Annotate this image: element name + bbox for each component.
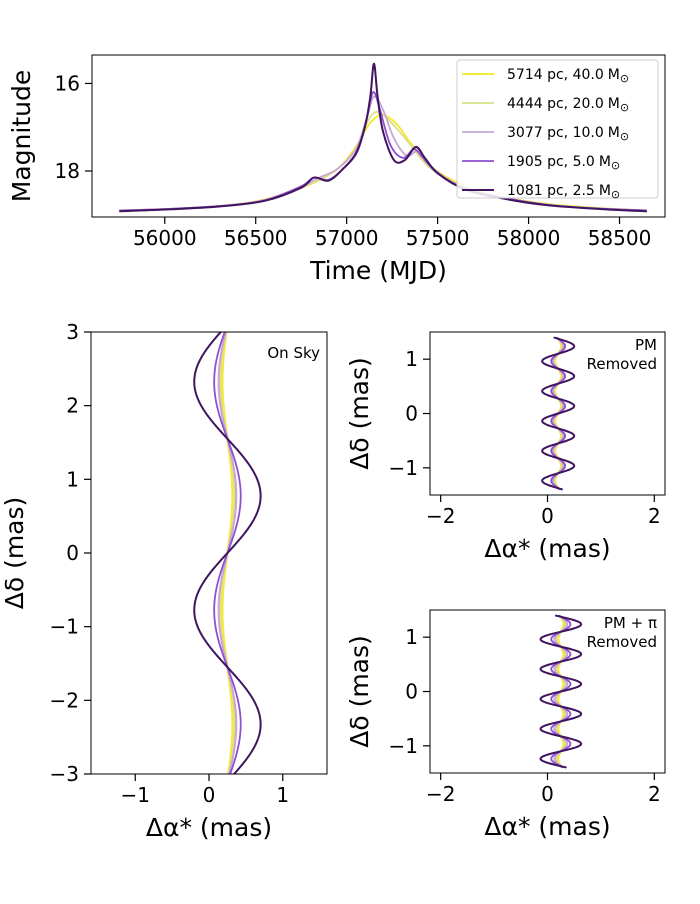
x-tick-label: 0 (203, 783, 216, 807)
y-tick-label: −1 (389, 734, 418, 758)
y-tick-label: 16 (55, 71, 80, 95)
x-tick-label: 56000 (133, 226, 197, 250)
x-axis-label: Δα* (mas) (484, 812, 610, 841)
legend-label: 4444 pc, 20.0 M⊙ (507, 96, 629, 114)
legend: 5714 pc, 40.0 M⊙4444 pc, 20.0 M⊙3077 pc, 1… (456, 59, 659, 201)
y-axis-label: Δδ (mas) (345, 635, 374, 748)
legend-label: 3077 pc, 10.0 M⊙ (507, 125, 629, 143)
astrometry-series-line (539, 614, 583, 769)
legend-label-name: 1905 pc, 5.0 (507, 154, 595, 170)
y-tick-label: 2 (66, 394, 79, 418)
legend-label: 5714 pc, 40.0 M⊙ (507, 67, 629, 85)
panel-title-line: Removed (587, 633, 657, 651)
y-tick-label: 0 (405, 402, 418, 426)
x-tick-label: 2 (648, 504, 661, 528)
y-tick-label: 3 (66, 320, 79, 344)
legend-label-name: 5714 pc, 40.0 (507, 67, 604, 83)
y-tick-label: 1 (66, 467, 79, 491)
x-tick-label: 57000 (315, 226, 379, 250)
panel-title-line: PM + π (604, 614, 657, 632)
x-tick-label: 0 (541, 504, 554, 528)
y-tick-label: 18 (55, 159, 80, 183)
x-tick-label: 57500 (406, 226, 470, 250)
panel-title: On Sky (267, 344, 320, 362)
x-tick-label: 2 (648, 782, 661, 806)
y-tick-label: −1 (389, 456, 418, 480)
axes-frame (90, 331, 328, 775)
legend-label-unit: M (608, 125, 620, 141)
legend-label-sub: ⊙ (620, 130, 629, 143)
x-tick-label: −2 (426, 504, 455, 528)
x-axis-label: Δα* (mas) (146, 813, 272, 842)
y-tick-label: −3 (50, 762, 79, 786)
axes-frame (429, 331, 666, 496)
axes-frame (91, 54, 666, 218)
legend-label-sub: ⊙ (620, 101, 629, 114)
axes-frame (429, 609, 666, 774)
x-tick-label: 56500 (224, 226, 288, 250)
legend-label-sub: ⊙ (611, 159, 620, 172)
legend-label-sub: ⊙ (611, 188, 620, 201)
legend-label-name: 1081 pc, 2.5 (507, 183, 595, 199)
y-axis-label: Δδ (mas) (345, 357, 374, 470)
legend-label-unit: M (599, 183, 611, 199)
legend-label-sub: ⊙ (620, 72, 629, 85)
plot-area (539, 614, 583, 769)
y-tick-label: 0 (66, 541, 79, 565)
legend-label-unit: M (599, 154, 611, 170)
legend-label-name: 3077 pc, 10.0 (507, 125, 604, 141)
panel-title-line: PM (635, 336, 657, 354)
x-tick-label: 0 (541, 782, 554, 806)
x-axis-label: Δα* (mas) (484, 534, 610, 563)
astrometry-series-line (193, 332, 262, 774)
astrometry-series-line (541, 336, 576, 491)
y-tick-label: 1 (405, 347, 418, 371)
legend-label-unit: M (608, 67, 620, 83)
panel-title-line: Removed (587, 355, 657, 373)
legend-label-unit: M (608, 96, 620, 112)
x-tick-label: 58500 (588, 226, 652, 250)
legend-box (456, 59, 659, 199)
x-tick-label: −2 (426, 782, 455, 806)
lightcurve-panel: 56000 56500 57000 57500 58000 58500 16 18 Time (… (7, 54, 666, 285)
y-axis-label: Magnitude (7, 70, 36, 202)
legend-label: 1081 pc, 2.5 M⊙ (507, 183, 620, 201)
x-tick-label: 58000 (497, 226, 561, 250)
legend-label-name: 4444 pc, 20.0 (507, 96, 604, 112)
y-tick-label: 0 (405, 680, 418, 704)
x-axis-label: Time (MJD) (309, 256, 447, 285)
x-tick-label: −1 (121, 783, 150, 807)
y-tick-label: 1 (405, 625, 418, 649)
plot-area (193, 332, 262, 774)
y-tick-label: −1 (50, 615, 79, 639)
x-tick-label: 1 (276, 783, 289, 807)
y-tick-label: −2 (50, 688, 79, 712)
on-sky-panel: −1 0 1 −3 −2 −1 0 1 2 3 Δα* (mas) Δδ (mas) On Sky (0, 320, 328, 842)
plot-area (541, 336, 576, 491)
y-axis-label: Δδ (mas) (0, 497, 29, 610)
legend-label: 1905 pc, 5.0 M⊙ (507, 154, 620, 172)
